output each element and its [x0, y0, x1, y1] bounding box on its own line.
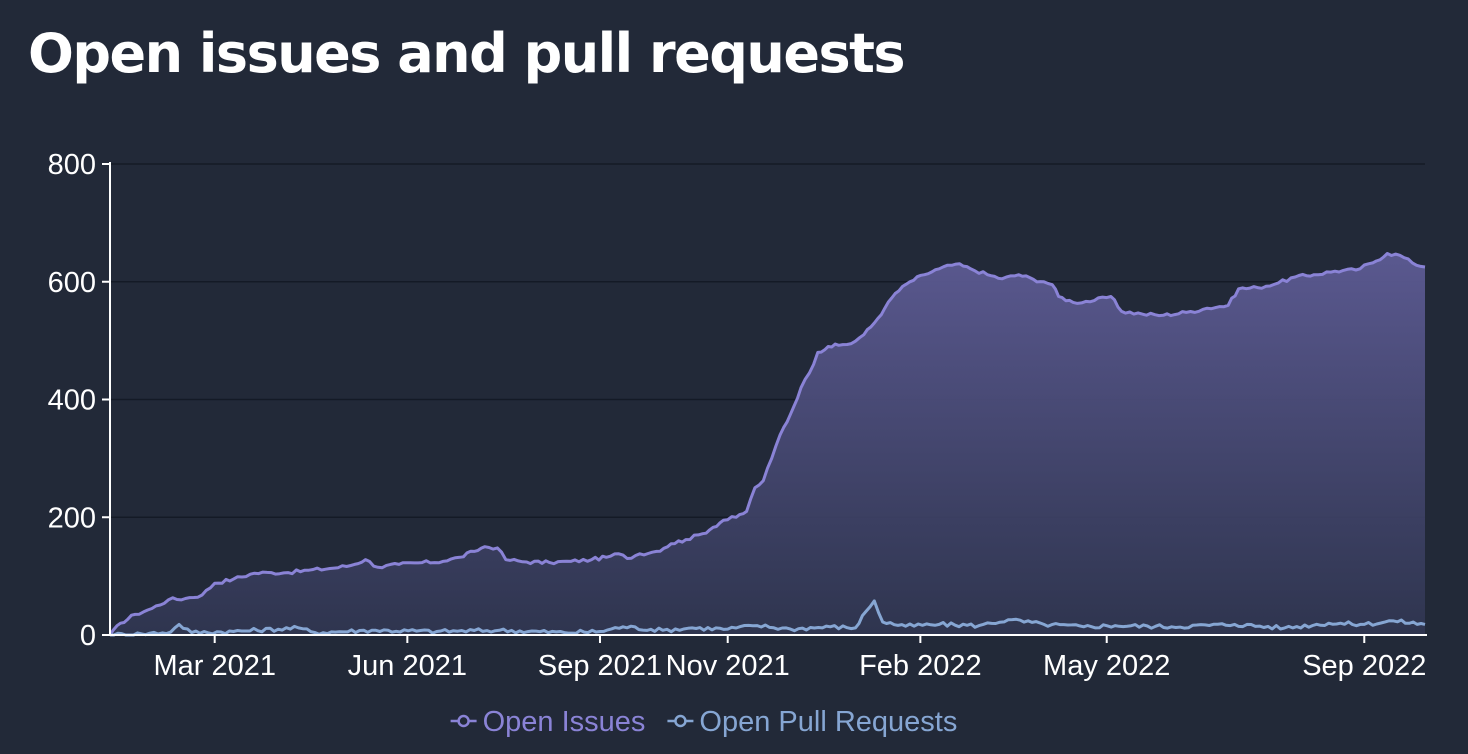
x-tick-label: Jun 2021	[348, 650, 467, 682]
legend-label: Open Issues	[483, 706, 646, 738]
series-line-1	[110, 599, 1426, 637]
x-tick-label: Mar 2021	[153, 650, 276, 682]
axes: 0 200 400 600 800 Mar 2021 Jun 2021 Sep 2021 Nov…	[48, 149, 1427, 682]
series-area-0	[110, 253, 1425, 635]
y-tick-label: 800	[48, 149, 96, 181]
x-tick-label: Nov 2021	[666, 650, 790, 682]
legend-items[interactable]: Open Issues Open Pull Requests	[450, 706, 958, 738]
x-tick-label: Sep 2022	[1302, 650, 1426, 682]
legend-label: Open Pull Requests	[699, 706, 957, 738]
x-tick-label: May 2022	[1043, 650, 1170, 682]
series-line-0	[108, 252, 1426, 636]
x-tick-label: Sep 2021	[538, 650, 662, 682]
legend-marker-dot	[674, 714, 687, 728]
legend-marker-dot	[457, 714, 470, 728]
legend-item-1[interactable]: Open Pull Requests	[667, 706, 957, 738]
series-layer	[108, 252, 1426, 637]
x-tick-label: Feb 2022	[859, 650, 982, 682]
chart-title: Open issues and pull requests	[28, 22, 906, 85]
legend[interactable]: Open Issues Open Pull Requests	[450, 706, 958, 738]
legend-item-0[interactable]: Open Issues	[450, 706, 646, 738]
y-tick-label: 600	[48, 267, 96, 299]
y-tick-label: 0	[80, 620, 96, 652]
y-tick-label: 200	[48, 502, 96, 534]
y-tick-label: 400	[48, 385, 96, 417]
